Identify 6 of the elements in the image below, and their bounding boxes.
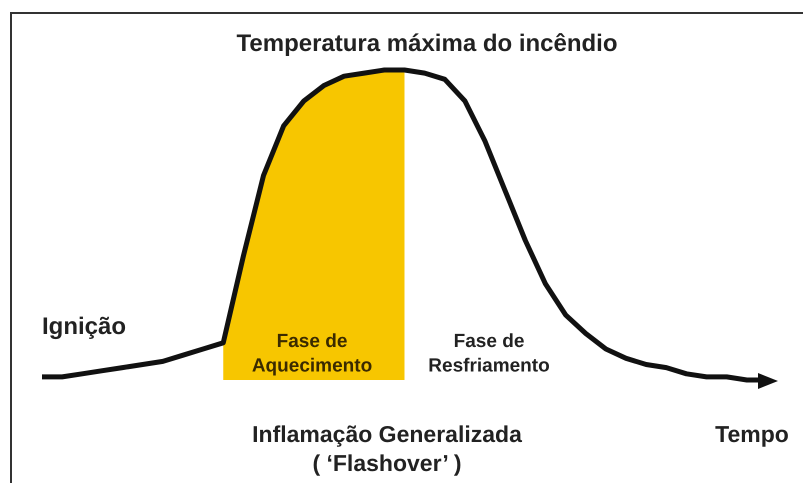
annotation: Fase de Resfriamento: [428, 331, 550, 377]
text: Inflamação Generalizada ( ‘Flashover’ ): [252, 421, 522, 476]
annotation: Fase de Aquecimento: [252, 331, 372, 377]
annotation: Ignição: [42, 313, 126, 340]
x-axis-title: Tempo: [715, 421, 789, 447]
text: Temperatura máxima do incêndio: [236, 30, 618, 57]
